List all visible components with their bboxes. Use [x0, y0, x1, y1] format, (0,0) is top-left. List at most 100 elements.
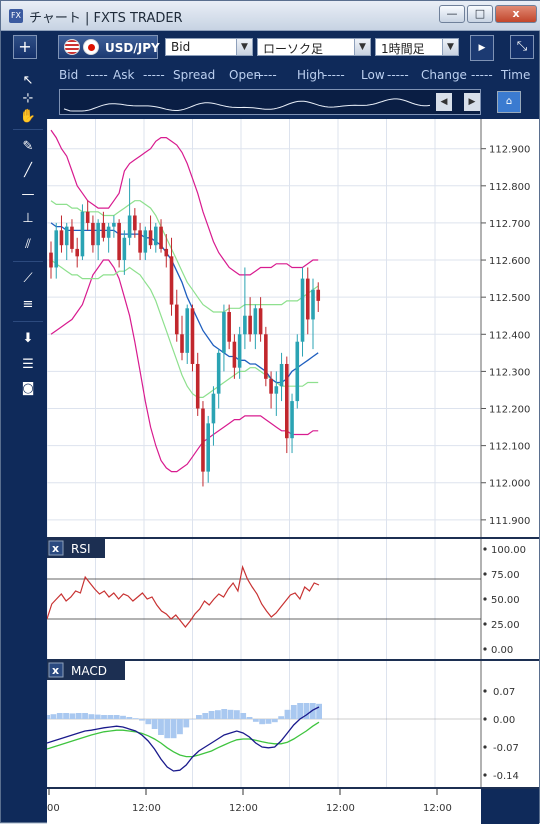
rsi-tick-label: 75.00 — [491, 570, 520, 581]
camera-icon[interactable]: ◙ — [21, 381, 35, 396]
channel-icon[interactable]: ⫽ — [25, 237, 31, 252]
quote-bar: Bid ----- Ask ----- Spread Open ----- High -----… — [47, 65, 535, 85]
macd-hist-bar — [246, 717, 253, 719]
candle-body — [101, 222, 106, 238]
candle-body — [201, 408, 205, 472]
macd-hist-bar — [290, 705, 297, 719]
macd-tick — [483, 717, 487, 721]
quote-label: Ask — [113, 68, 135, 82]
us-flag-icon — [64, 39, 80, 55]
fibonacci-icon[interactable]: ≡ — [22, 297, 34, 312]
hand-icon[interactable]: ✋ — [19, 109, 37, 124]
window-title: チャート | FXTS TRADER — [29, 11, 183, 26]
close-button[interactable]: x — [495, 5, 537, 23]
rsi-line — [47, 564, 320, 628]
trendline-icon[interactable]: ╱ — [24, 163, 32, 178]
fan-icon[interactable]: ⟋ — [23, 271, 33, 286]
time-tick-label: 00 — [47, 803, 60, 814]
candle-body — [211, 393, 216, 424]
candle-body — [311, 289, 315, 320]
macd-hist-bar — [107, 715, 114, 719]
macd-hist-bar — [265, 719, 272, 724]
macd-hist-bar — [183, 719, 190, 728]
quote-label: Bid — [59, 68, 79, 82]
macd-hist-bar — [177, 719, 183, 735]
price-tick-label: 112.400 — [489, 330, 530, 341]
macd-axis-bg — [481, 661, 539, 787]
candle-body — [117, 222, 121, 261]
title-bar[interactable]: FX チャート | FXTS TRADER — □ x — [1, 1, 540, 31]
price-tick-label: 112.100 — [489, 442, 530, 453]
price-tick-label: 112.600 — [489, 256, 530, 267]
tool-separator — [13, 129, 43, 130]
macd-hist-bar — [284, 709, 291, 719]
maximize-button[interactable]: □ — [467, 5, 493, 23]
macd-hist-bar — [164, 719, 171, 739]
time-tick-label: 12:00 — [229, 803, 258, 814]
chart-canvas[interactable]: 112.900 112.800 112.700 112.600 112.500 112.4… — [47, 119, 539, 824]
download-icon[interactable]: ⬇ — [22, 331, 34, 346]
macd-hist-bar — [69, 713, 76, 719]
quote-label: ----- — [323, 68, 345, 82]
macd-tick — [483, 689, 487, 693]
price-type-select[interactable]: Bid ▼ — [165, 38, 253, 56]
crosshair-icon[interactable]: ⊹ — [22, 91, 34, 106]
macd-tick — [483, 745, 487, 749]
candle-body — [279, 363, 284, 387]
time-tick-label: 12:00 — [423, 803, 452, 814]
candle-body — [148, 230, 153, 246]
currency-pair-label: USD/JPY — [105, 41, 160, 55]
quote-label: ----- — [143, 68, 165, 82]
macd-label-bg — [47, 661, 125, 680]
macd-hist-bar — [271, 719, 278, 723]
currency-pair-button[interactable]: USD/JPY — [58, 35, 160, 59]
moving-average-line — [50, 222, 319, 384]
quote-label: High — [297, 68, 325, 82]
rsi-label: RSI — [71, 542, 91, 556]
rsi-tick — [483, 647, 487, 651]
add-chart-button[interactable]: + — [13, 35, 37, 59]
minimize-button[interactable]: — — [439, 5, 465, 23]
candle-body — [216, 352, 221, 394]
candle-body — [180, 334, 184, 353]
pen-icon[interactable]: ✎ — [22, 139, 34, 154]
timeframe-select[interactable]: 1時間足 ▼ — [375, 38, 459, 56]
expand-icon[interactable]: ⤡ — [510, 35, 534, 59]
price-tick-label: 112.700 — [489, 219, 530, 230]
rsi-tick — [483, 572, 487, 576]
candle-body — [127, 215, 132, 238]
horizontal-line-icon[interactable]: — — [21, 187, 35, 202]
navigator-right-button[interactable]: ▶ — [464, 93, 480, 111]
quote-label: Change — [421, 68, 467, 82]
navigator-left-button[interactable]: ◀ — [436, 93, 452, 111]
vertical-line-icon[interactable]: ⊥ — [22, 211, 34, 226]
candle-body — [227, 312, 231, 342]
toolbar-scroll-button[interactable]: ▶ — [470, 35, 494, 61]
candle-body — [122, 237, 127, 261]
candle-body — [232, 341, 237, 368]
chart-type-select[interactable]: ローソク足 ▼ — [257, 38, 371, 56]
cursor-icon[interactable]: ↖ — [22, 73, 34, 88]
macd-hist-bar — [132, 718, 139, 719]
rsi-tick-label: 100.00 — [491, 545, 526, 556]
jp-flag-icon — [83, 39, 99, 55]
price-tick-label: 111.900 — [489, 516, 530, 527]
tool-separator — [13, 321, 43, 322]
candle-body — [159, 226, 163, 249]
quote-label: ----- — [387, 68, 409, 82]
macd-tick-label: 0.07 — [493, 687, 515, 698]
price-tick-label: 112.200 — [489, 405, 530, 416]
macd-hist-bar — [316, 703, 322, 719]
macd-hist-bar — [120, 715, 126, 719]
rsi-tick — [483, 597, 487, 601]
navigator-strip[interactable]: ◀ ▶ — [59, 89, 481, 115]
macd-tick-label: 0.00 — [493, 715, 515, 726]
macd-hist-bar — [75, 713, 82, 719]
navigator-home-button[interactable]: ⌂ — [497, 91, 521, 113]
chart-type-value: ローソク足 — [263, 42, 324, 56]
list-icon[interactable]: ☰ — [22, 357, 34, 372]
candle-body — [49, 252, 53, 268]
chart-area[interactable]: 112.900 112.800 112.700 112.600 112.500 112.4… — [47, 119, 539, 824]
quote-label: Open — [229, 68, 262, 82]
